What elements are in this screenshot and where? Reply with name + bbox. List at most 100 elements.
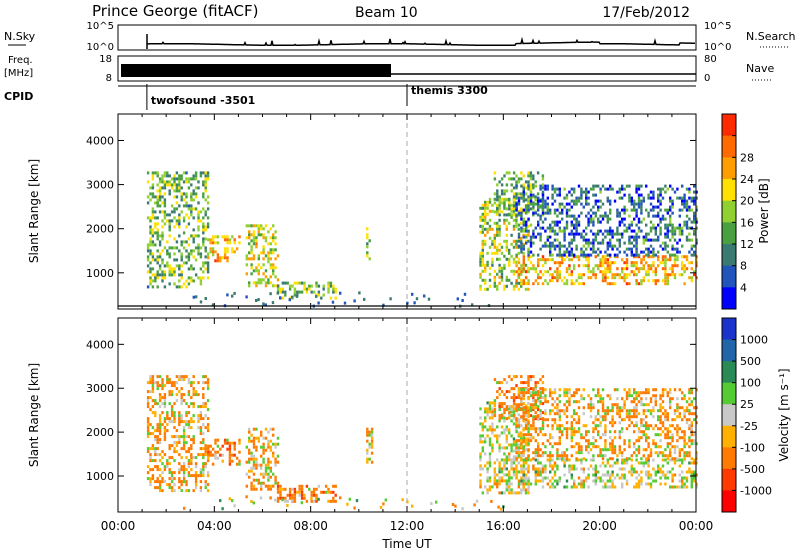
echo-cell xyxy=(635,470,638,474)
echo-cell xyxy=(645,439,648,443)
echo-cell xyxy=(546,238,549,242)
echo-cell xyxy=(161,270,164,274)
echo-cell xyxy=(546,226,549,230)
echo-cell xyxy=(151,444,155,448)
echo-cell xyxy=(257,439,260,443)
echo-cell xyxy=(558,418,561,422)
echo-cell xyxy=(151,231,155,235)
echo-cell xyxy=(558,205,561,209)
echo-cell xyxy=(604,214,607,218)
echo-cell xyxy=(517,199,521,203)
echo-cell xyxy=(175,399,179,403)
echo-cell xyxy=(199,174,203,178)
echo-cell xyxy=(693,479,696,483)
echo-cell xyxy=(503,254,506,258)
echo-cell xyxy=(666,433,669,437)
echo-cell xyxy=(515,403,518,407)
echo-cell xyxy=(690,403,693,407)
echo-cell xyxy=(161,201,164,205)
echo-cell xyxy=(621,232,624,236)
echo-cell xyxy=(226,238,229,242)
echo-cell xyxy=(161,456,164,460)
echo-cell xyxy=(645,235,648,239)
echo-cell xyxy=(621,196,624,200)
echo-cell xyxy=(269,292,272,296)
echo-cell xyxy=(676,439,679,443)
echo-cell xyxy=(681,232,684,236)
echo-cell xyxy=(484,452,487,456)
echo-cell xyxy=(683,220,686,224)
echo-cell xyxy=(527,491,530,495)
echo-cell xyxy=(693,476,696,480)
echo-cell xyxy=(549,253,552,257)
echo-cell xyxy=(681,448,684,452)
echo-cell xyxy=(575,485,578,489)
echo-cell xyxy=(565,279,569,283)
echo-cell xyxy=(517,232,521,236)
echo-cell xyxy=(688,190,691,194)
echo-cell xyxy=(498,464,501,468)
echo-cell xyxy=(178,468,181,472)
echo-cell xyxy=(269,475,272,479)
echo-cell xyxy=(551,196,554,200)
echo-cell xyxy=(654,214,657,218)
echo-cell xyxy=(539,187,542,191)
echo-cell xyxy=(496,251,499,255)
echo-cell xyxy=(594,235,597,239)
echo-cell xyxy=(642,279,645,283)
echo-cell xyxy=(512,404,516,408)
echo-cell xyxy=(527,458,530,462)
echo-cell xyxy=(149,477,152,481)
echo-cell xyxy=(532,415,535,419)
echo-cell xyxy=(151,405,155,409)
echo-cell xyxy=(262,263,265,267)
echo-cell xyxy=(269,466,272,470)
echo-cell xyxy=(606,458,609,462)
echo-cell xyxy=(676,485,679,489)
echo-cell xyxy=(690,433,693,437)
echo-cell xyxy=(664,208,667,212)
echo-cell xyxy=(532,253,535,257)
echo-cell xyxy=(556,276,559,280)
echo-cell xyxy=(156,261,159,265)
echo-cell xyxy=(192,240,195,244)
echo-cell xyxy=(534,388,537,392)
echo-cell xyxy=(154,453,157,457)
echo-cell xyxy=(204,381,207,385)
echo-cell xyxy=(561,217,564,221)
echo-cell xyxy=(666,436,669,440)
echo-cell xyxy=(541,273,545,277)
echo-cell xyxy=(508,407,511,411)
echo-cell xyxy=(491,251,494,255)
echo-cell xyxy=(556,482,559,486)
echo-cell xyxy=(640,261,643,265)
echo-cell xyxy=(488,440,492,444)
echo-cell xyxy=(589,415,593,419)
echo-cell xyxy=(154,279,157,283)
echo-cell xyxy=(366,242,369,246)
echo-cell xyxy=(527,210,530,214)
echo-cell xyxy=(577,276,581,280)
echo-cell xyxy=(491,485,494,489)
echo-cell xyxy=(551,418,554,422)
echo-cell xyxy=(517,421,521,425)
echo-cell xyxy=(257,233,260,237)
echo-cell xyxy=(269,484,272,488)
echo-cell xyxy=(197,249,200,253)
echo-cell xyxy=(606,214,609,218)
echo-cell xyxy=(185,240,188,244)
echo-cell xyxy=(587,196,590,200)
echo-cell xyxy=(580,482,583,486)
echo-cell xyxy=(575,196,578,200)
echo-cell xyxy=(491,260,494,264)
echo-cell xyxy=(255,239,258,243)
echo-cell xyxy=(334,493,337,497)
echo-cell xyxy=(498,213,501,217)
echo-cell xyxy=(158,384,162,388)
echo-cell xyxy=(534,384,537,388)
echo-cell xyxy=(149,249,152,253)
echo-cell xyxy=(666,418,669,422)
echo-cell xyxy=(541,264,545,268)
echo-cell xyxy=(563,232,566,236)
